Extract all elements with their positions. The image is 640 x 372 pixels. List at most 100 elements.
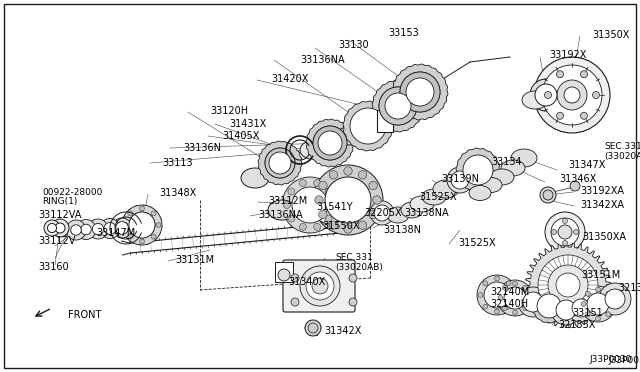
Circle shape xyxy=(318,131,342,155)
Text: 31420X: 31420X xyxy=(271,74,308,84)
Circle shape xyxy=(502,285,507,290)
Circle shape xyxy=(400,72,440,112)
Circle shape xyxy=(292,187,328,223)
Circle shape xyxy=(344,225,352,233)
Circle shape xyxy=(530,79,562,111)
Text: 33136NA: 33136NA xyxy=(258,210,303,220)
Circle shape xyxy=(543,190,553,200)
Circle shape xyxy=(497,280,533,316)
Circle shape xyxy=(300,180,307,187)
Circle shape xyxy=(282,177,338,233)
Text: 31350X: 31350X xyxy=(592,30,629,40)
Circle shape xyxy=(129,212,155,238)
Circle shape xyxy=(315,196,323,204)
Ellipse shape xyxy=(433,180,459,198)
Polygon shape xyxy=(306,119,354,167)
Text: 32140H: 32140H xyxy=(490,299,528,309)
Circle shape xyxy=(350,108,386,144)
Circle shape xyxy=(542,65,602,125)
Text: 33147M: 33147M xyxy=(96,228,135,238)
FancyBboxPatch shape xyxy=(283,260,355,312)
Text: 31347X: 31347X xyxy=(568,160,605,170)
Text: SEC.331: SEC.331 xyxy=(335,253,372,262)
Circle shape xyxy=(511,292,516,298)
Circle shape xyxy=(291,274,299,282)
Circle shape xyxy=(572,299,590,317)
Text: 31405X: 31405X xyxy=(222,131,259,141)
Circle shape xyxy=(66,220,86,240)
Circle shape xyxy=(593,92,600,99)
Circle shape xyxy=(116,222,129,234)
Circle shape xyxy=(151,234,156,239)
Circle shape xyxy=(44,220,60,236)
Circle shape xyxy=(288,215,295,222)
Text: 31340X: 31340X xyxy=(288,277,325,287)
Circle shape xyxy=(540,187,556,203)
Circle shape xyxy=(518,287,548,317)
Circle shape xyxy=(314,223,321,230)
Circle shape xyxy=(610,302,615,307)
Circle shape xyxy=(100,218,120,238)
Circle shape xyxy=(140,206,145,211)
Circle shape xyxy=(523,306,528,311)
Circle shape xyxy=(606,312,611,317)
Circle shape xyxy=(400,72,440,112)
Ellipse shape xyxy=(501,160,525,176)
Circle shape xyxy=(47,224,56,232)
Text: 33134: 33134 xyxy=(491,157,522,167)
Circle shape xyxy=(300,266,340,306)
Circle shape xyxy=(71,225,81,235)
Text: 31342XA: 31342XA xyxy=(580,200,624,210)
Circle shape xyxy=(557,112,563,119)
Ellipse shape xyxy=(268,200,296,220)
Circle shape xyxy=(545,212,585,252)
Circle shape xyxy=(140,239,145,244)
Circle shape xyxy=(128,211,132,216)
Text: J33P0030: J33P0030 xyxy=(608,356,640,365)
Text: 33112VA: 33112VA xyxy=(38,210,81,220)
Circle shape xyxy=(123,222,128,227)
Circle shape xyxy=(596,287,600,292)
Circle shape xyxy=(372,196,381,204)
Text: 33131M: 33131M xyxy=(175,255,214,265)
Circle shape xyxy=(558,225,572,239)
Text: 33120H: 33120H xyxy=(210,106,248,116)
Circle shape xyxy=(369,210,378,219)
Circle shape xyxy=(557,80,587,110)
Circle shape xyxy=(523,292,543,312)
Circle shape xyxy=(300,223,307,230)
Polygon shape xyxy=(532,289,566,323)
Circle shape xyxy=(506,304,511,309)
Circle shape xyxy=(556,300,576,320)
Polygon shape xyxy=(456,148,500,192)
Circle shape xyxy=(344,167,352,175)
Text: 33130: 33130 xyxy=(338,40,369,50)
Text: 00922-28000: 00922-28000 xyxy=(42,188,102,197)
Circle shape xyxy=(330,171,338,179)
Circle shape xyxy=(122,205,162,245)
Ellipse shape xyxy=(522,91,548,109)
Text: 32205X: 32205X xyxy=(364,208,402,218)
Text: 33112V: 33112V xyxy=(38,236,76,246)
Circle shape xyxy=(151,211,156,216)
Circle shape xyxy=(51,219,69,237)
Circle shape xyxy=(580,112,588,119)
Circle shape xyxy=(291,298,299,306)
Text: J33P0030: J33P0030 xyxy=(589,355,632,364)
Circle shape xyxy=(156,222,161,227)
Polygon shape xyxy=(372,80,424,132)
Circle shape xyxy=(269,152,291,174)
Circle shape xyxy=(112,218,132,238)
Text: 32140M: 32140M xyxy=(490,287,529,297)
Circle shape xyxy=(538,255,598,315)
Text: 33151M: 33151M xyxy=(581,270,620,280)
Text: SEC.331: SEC.331 xyxy=(604,142,640,151)
Circle shape xyxy=(551,295,581,325)
Circle shape xyxy=(513,310,518,315)
Circle shape xyxy=(330,202,337,208)
Circle shape xyxy=(385,93,411,119)
Circle shape xyxy=(580,71,588,78)
Circle shape xyxy=(330,221,338,229)
Circle shape xyxy=(557,71,563,78)
Text: 33151: 33151 xyxy=(572,308,603,318)
